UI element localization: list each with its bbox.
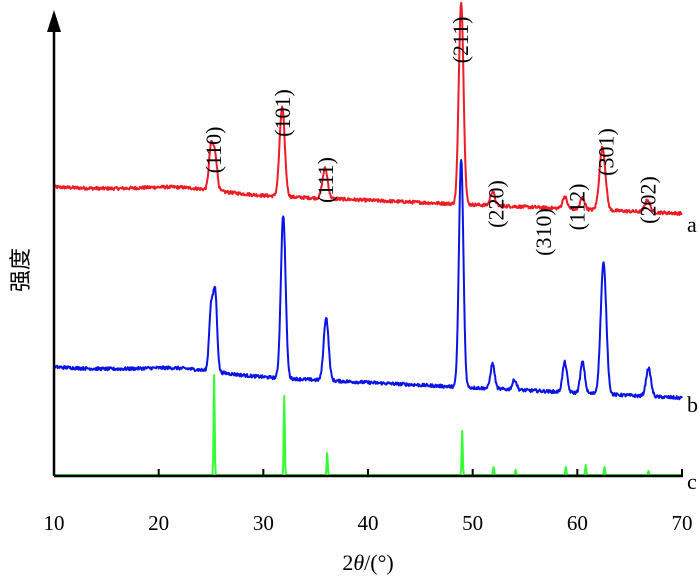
series-layer: a b c [53, 1, 698, 494]
x-tick-label: 60 [567, 511, 588, 535]
x-tick-label: 40 [358, 511, 379, 535]
peak-label: (220) [484, 180, 509, 228]
x-axis-title-prefix: 2 [342, 550, 353, 575]
series-label-b: b [687, 392, 698, 417]
peak-label: (101) [270, 89, 295, 137]
x-tick-label: 50 [462, 511, 483, 535]
peak-label: (110) [201, 127, 226, 174]
peak-label: (310) [531, 208, 556, 256]
x-axis-title-var: θ [353, 550, 364, 575]
labels: (110) (101) (111) (211) (220) (310) (112)(301)… [201, 17, 660, 256]
x-axis-title: 2θ/(°) [342, 550, 393, 575]
series-label-a: a [687, 212, 697, 237]
y-axis-arrow-icon [47, 10, 61, 32]
x-tick-label: 30 [253, 511, 274, 535]
peak-label: (112) [564, 184, 589, 231]
series-label-c: c [687, 469, 697, 494]
axes: 10 20 30 40 50 60 70 [44, 10, 693, 535]
x-axis-title-suffix: /(°) [364, 550, 394, 575]
peak-label: (111) [313, 157, 338, 203]
peak-label: (202) [636, 176, 661, 224]
y-axis-title: 强度 [8, 248, 33, 292]
series-line-a [53, 1, 683, 216]
x-tick-label: 70 [672, 511, 693, 535]
peak-label: (211) [448, 17, 473, 64]
peak-label: (301) [594, 128, 619, 176]
x-tick-label: 10 [44, 511, 65, 535]
series-line-b [53, 159, 683, 401]
x-tick-label: 20 [148, 511, 169, 535]
